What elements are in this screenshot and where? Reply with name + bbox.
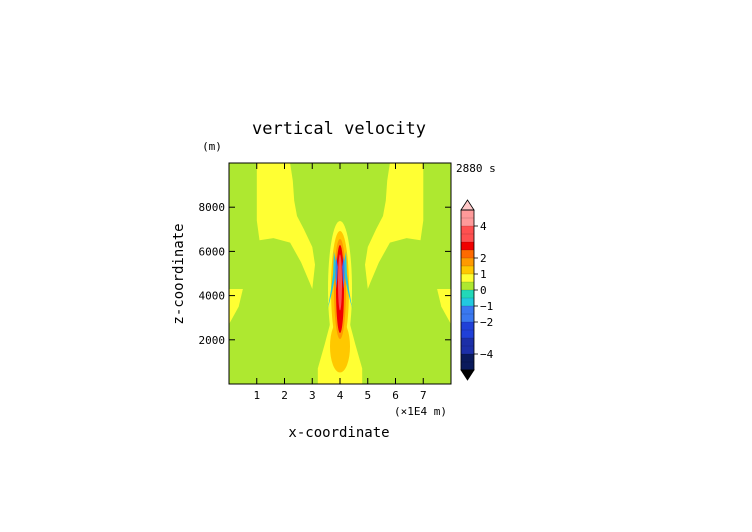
chart-title: vertical velocity	[252, 119, 426, 139]
right-blue-core	[342, 255, 345, 289]
colorbar-bottom-arrow	[460, 369, 475, 381]
x-tick-label: 3	[309, 389, 316, 402]
colorbar-band	[461, 250, 474, 258]
colorbar-band	[461, 266, 474, 274]
right-downdraft-flank	[344, 251, 353, 309]
left-yellow-plume	[256, 163, 315, 289]
plot-area: 1 2 3 4 5 6 7 2000 4000 6000 8000	[199, 162, 452, 402]
colorbar-band	[461, 226, 474, 242]
colorbar-band	[461, 274, 474, 282]
colorbar-tick-label: 2	[480, 252, 487, 265]
x-unit-label: (×1E4 m)	[394, 405, 447, 418]
right-edge-patch	[437, 289, 451, 325]
velocity-field-contours	[229, 163, 451, 384]
colorbar-tick-label: 4	[480, 220, 487, 233]
colorbar-band	[461, 242, 474, 250]
y-axis-ticks: 2000 4000 6000 8000	[199, 201, 451, 347]
x-tick-label: 7	[420, 389, 427, 402]
y-axis-label: z-coordinate	[171, 223, 187, 324]
y-unit-label: (m)	[202, 140, 222, 153]
colorbar-tick-label: 1	[480, 268, 487, 281]
x-axis-label: x-coordinate	[288, 425, 389, 441]
x-tick-label: 6	[392, 389, 399, 402]
colorbar-top-arrow	[460, 199, 475, 211]
y-tick-label: 2000	[199, 334, 226, 347]
y-tick-label: 6000	[199, 245, 226, 258]
left-blue-core	[335, 255, 338, 289]
colorbar-band	[461, 322, 474, 338]
colorbar-tick-label: −2	[480, 316, 493, 329]
left-downdraft-flank	[327, 251, 336, 309]
colorbar: 4 2 1 0 −1 −2 −4	[460, 199, 494, 381]
x-tick-label: 4	[337, 389, 344, 402]
colorbar-band	[461, 290, 474, 298]
right-yellow-plume	[365, 163, 424, 289]
colorbar-tick-label: −4	[480, 348, 494, 361]
colorbar-band	[461, 210, 474, 226]
colorbar-band	[461, 282, 474, 290]
x-tick-label: 2	[281, 389, 288, 402]
y-tick-label: 8000	[199, 201, 226, 214]
core-pink	[338, 254, 342, 311]
y-tick-label: 4000	[199, 290, 226, 303]
colorbar-band	[461, 306, 474, 322]
colorbar-band	[461, 258, 474, 266]
colorbar-tick-label: 0	[480, 284, 487, 297]
colorbar-tick-label: −1	[480, 300, 493, 313]
x-tick-label: 5	[364, 389, 371, 402]
x-tick-label: 1	[253, 389, 260, 402]
left-edge-patch	[229, 289, 243, 325]
time-label: 2880 s	[456, 162, 496, 175]
colorbar-band	[461, 338, 474, 354]
colorbar-band	[461, 354, 474, 370]
colorbar-band	[461, 298, 474, 306]
x-axis-ticks: 1 2 3 4 5 6 7	[253, 163, 427, 402]
